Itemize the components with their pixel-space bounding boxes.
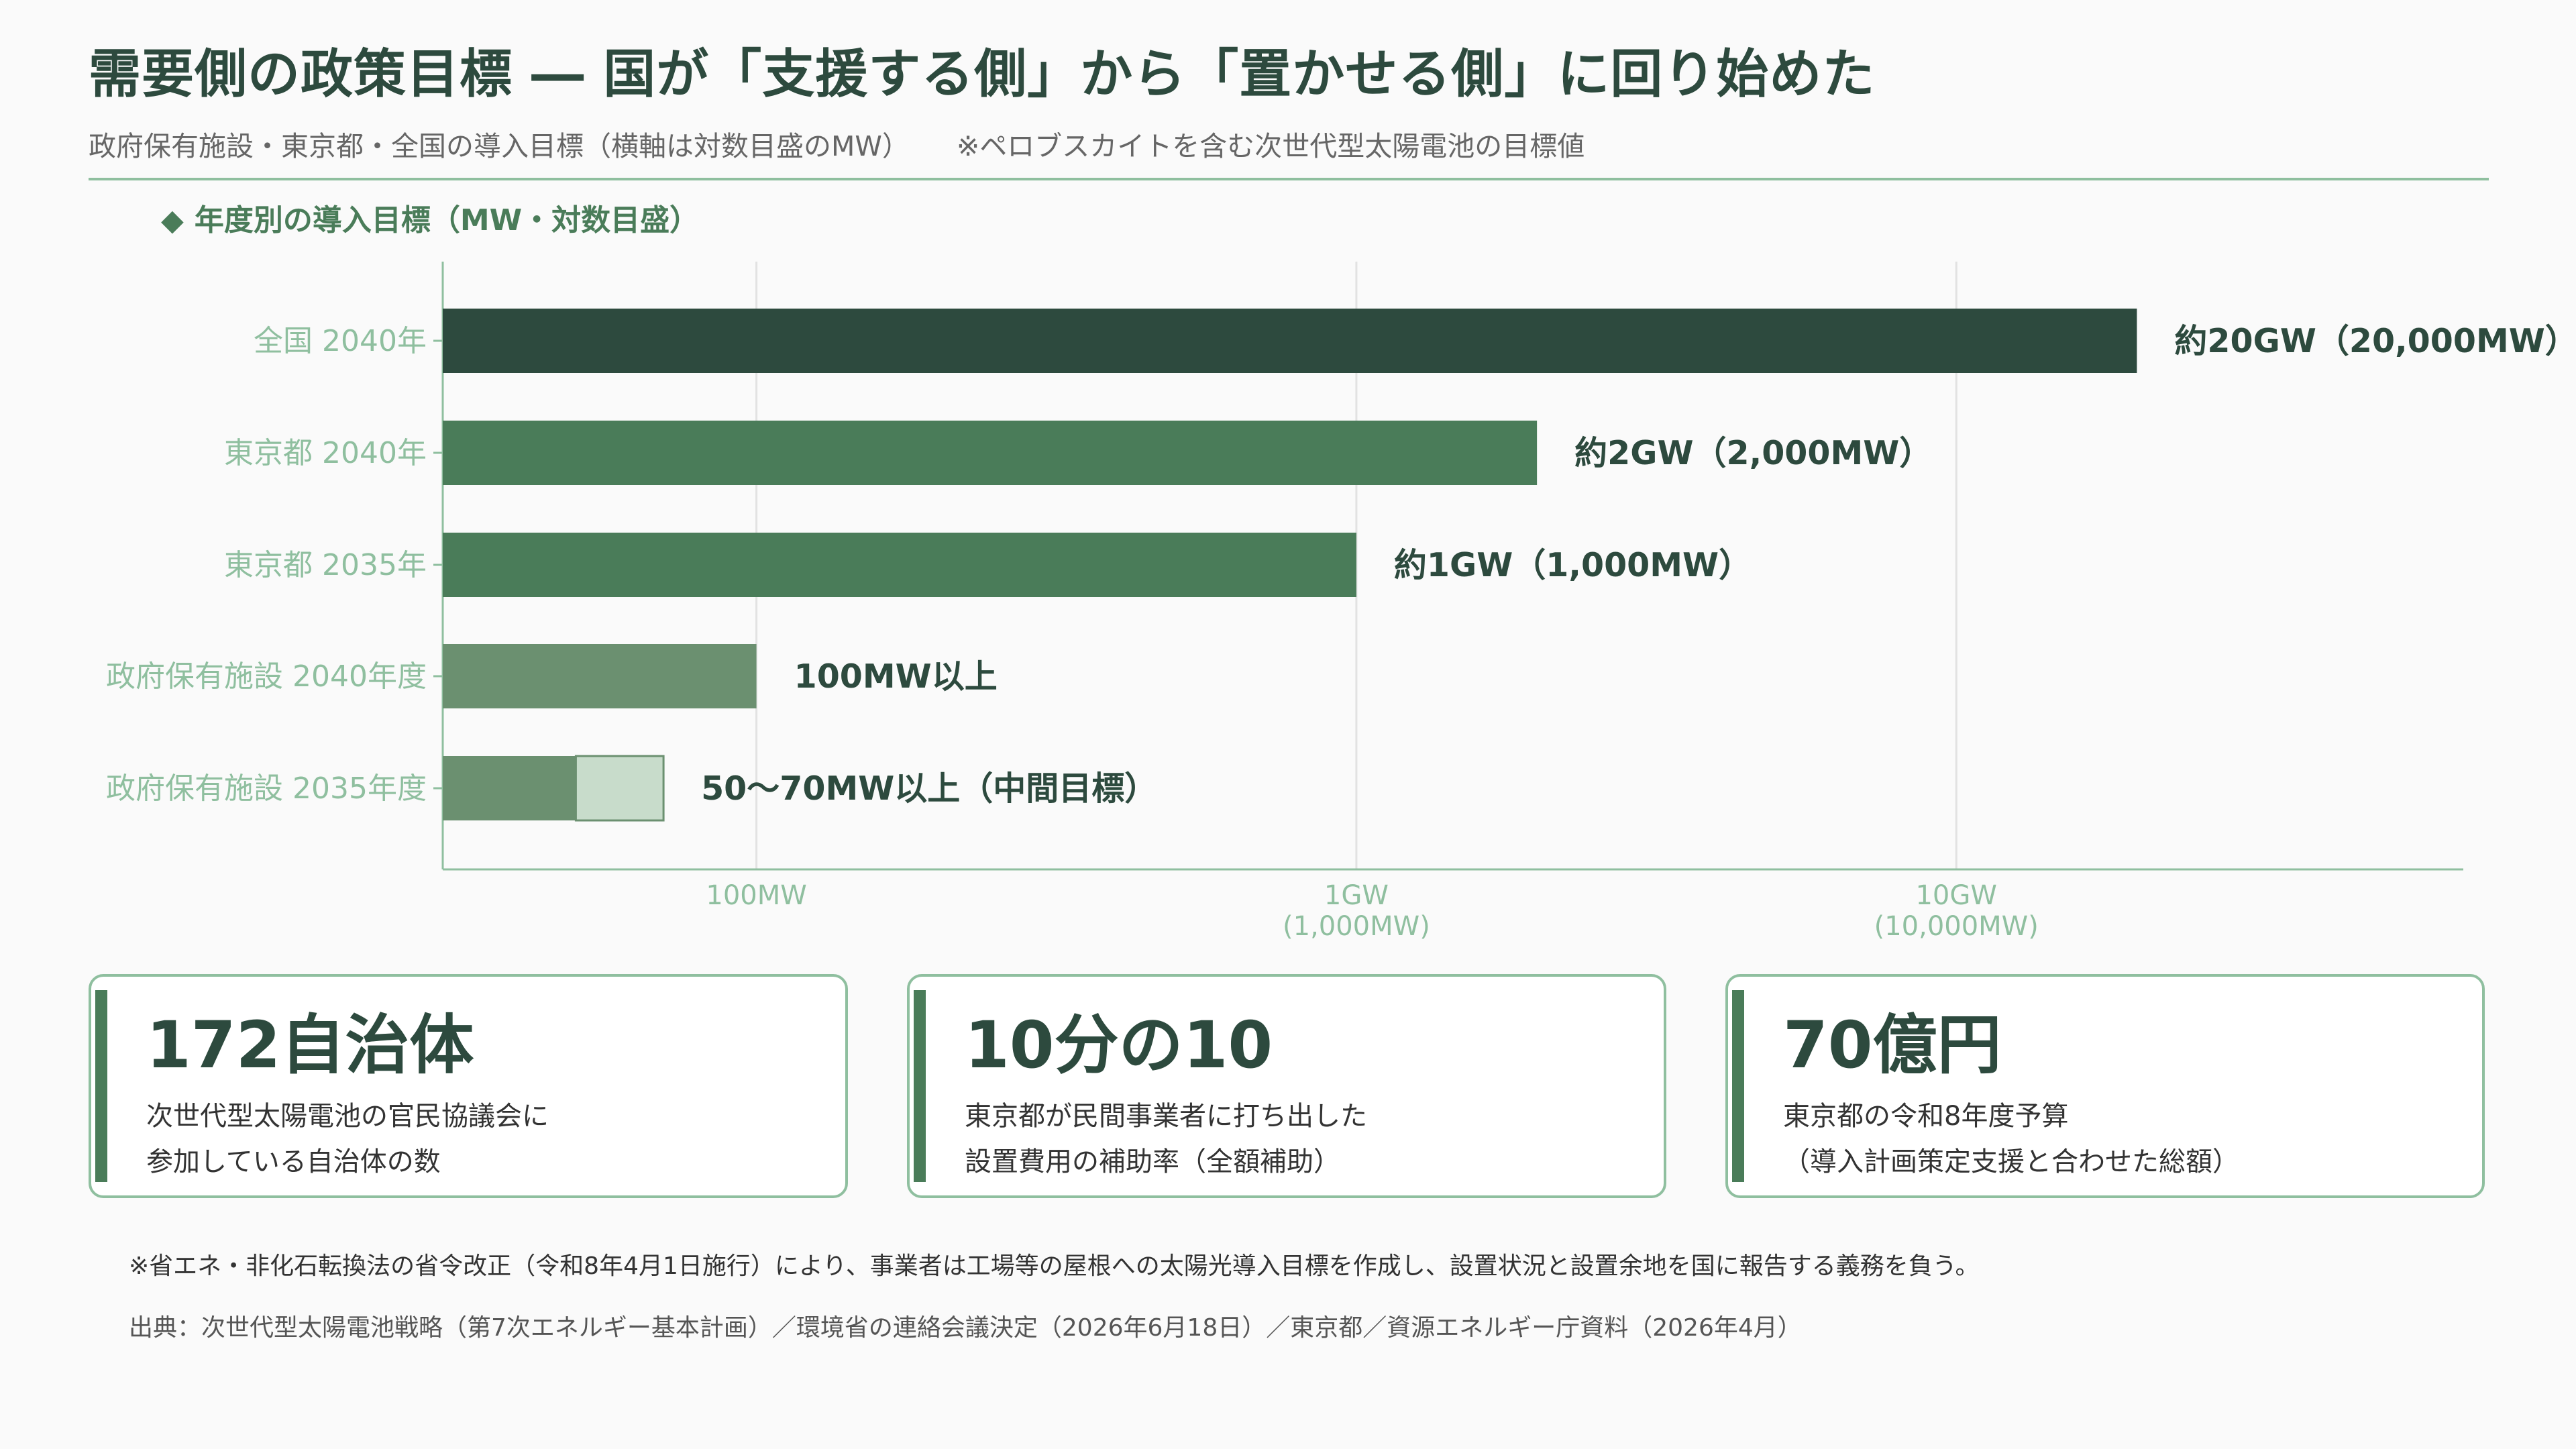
x-tick-label: 10GW bbox=[1915, 880, 1996, 911]
bar-range-extension bbox=[574, 755, 665, 822]
chart-heading: ◆ 年度別の導入目標（MW・対数目盛） bbox=[161, 196, 699, 239]
bar bbox=[443, 756, 576, 820]
bar bbox=[443, 421, 1538, 485]
bar bbox=[443, 533, 1356, 597]
stat-description-line1: 東京都が民間事業者に打ち出した bbox=[965, 1101, 1367, 1132]
bar-chart: 100MW 1GW(1,000MW)10GW(10,000MW)全国 2040年約… bbox=[106, 262, 2576, 942]
stat-description: 次世代型太陽電池の官民協議会に 参加している自治体の数 bbox=[146, 1093, 549, 1185]
diamond-icon: ◆ bbox=[161, 203, 184, 237]
y-tick-label: 政府保有施設 2035年度 bbox=[106, 771, 427, 806]
bar bbox=[443, 309, 2137, 373]
bar bbox=[443, 644, 757, 708]
subtitle-text: 政府保有施設・東京都・全国の導入目標（横軸は対数目盛のMW） bbox=[89, 130, 910, 162]
chart-heading-text: 年度別の導入目標（MW・対数目盛） bbox=[194, 203, 700, 237]
card-accent-bar bbox=[914, 990, 926, 1182]
card-accent-bar bbox=[1732, 990, 1744, 1182]
stat-description-line2: 参加している自治体の数 bbox=[146, 1146, 441, 1177]
stat-description-line1: 次世代型太陽電池の官民協議会に bbox=[146, 1101, 549, 1132]
data-label: 約20GW（20,000MW） bbox=[2174, 322, 2576, 360]
stat-card-subsidy-rate: 10分の10 東京都が民間事業者に打ち出した 設置費用の補助率（全額補助） bbox=[907, 974, 1666, 1198]
card-accent-bar bbox=[95, 990, 107, 1182]
data-label: 約2GW（2,000MW） bbox=[1574, 434, 1932, 472]
data-label: 50〜70MW以上（中間目標） bbox=[701, 769, 1157, 808]
source-citation: 出典：次世代型太陽電池戦略（第7次エネルギー基本計画）／環境省の連絡会議決定（2… bbox=[129, 1314, 1802, 1342]
data-label: 約1GW（1,000MW） bbox=[1394, 546, 1752, 584]
y-tick-label: 東京都 2035年 bbox=[224, 548, 427, 582]
page-subtitle: 政府保有施設・東京都・全国の導入目標（横軸は対数目盛のMW） ※ペロブスカイトを含… bbox=[89, 123, 1585, 164]
stat-description: 東京都の令和8年度予算 （導入計画策定支援と合わせた総額） bbox=[1783, 1093, 2239, 1185]
stat-description-line2: 設置費用の補助率（全額補助） bbox=[965, 1146, 1340, 1177]
page-title: 需要側の政策目標 ― 国が「支援する側」から「置かせる側」に回り始めた bbox=[89, 44, 1876, 105]
x-tick-sublabel: (10,000MW) bbox=[1874, 911, 2039, 942]
stat-description-line2: （導入計画策定支援と合わせた総額） bbox=[1783, 1146, 2239, 1177]
stat-value: 70億円 bbox=[1783, 1008, 2002, 1083]
stat-card-municipalities: 172自治体 次世代型太陽電池の官民協議会に 参加している自治体の数 bbox=[89, 974, 848, 1198]
stat-card-budget: 70億円 東京都の令和8年度予算 （導入計画策定支援と合わせた総額） bbox=[1725, 974, 2485, 1198]
y-tick-label: 政府保有施設 2040年度 bbox=[106, 659, 427, 694]
stat-description-line1: 東京都の令和8年度予算 bbox=[1783, 1101, 2069, 1132]
y-tick-label: 東京都 2040年 bbox=[224, 436, 427, 470]
subtitle-note: ※ペロブスカイトを含む次世代型太陽電池の目標値 bbox=[956, 130, 1585, 162]
stat-value: 172自治体 bbox=[146, 1008, 474, 1083]
x-tick-label: 1GW bbox=[1324, 880, 1389, 911]
stat-value: 10分の10 bbox=[965, 1008, 1273, 1083]
y-tick-label: 全国 2040年 bbox=[254, 324, 427, 358]
x-tick-label: 100MW bbox=[706, 880, 806, 911]
data-label: 100MW以上 bbox=[794, 657, 998, 696]
x-tick-sublabel: (1,000MW) bbox=[1283, 911, 1430, 942]
header-divider bbox=[89, 178, 2489, 180]
footnote: ※省エネ・非化石転換法の省令改正（令和8年4月1日施行）により、事業者は工場等の… bbox=[129, 1252, 1980, 1280]
stat-description: 東京都が民間事業者に打ち出した 設置費用の補助率（全額補助） bbox=[965, 1093, 1367, 1185]
